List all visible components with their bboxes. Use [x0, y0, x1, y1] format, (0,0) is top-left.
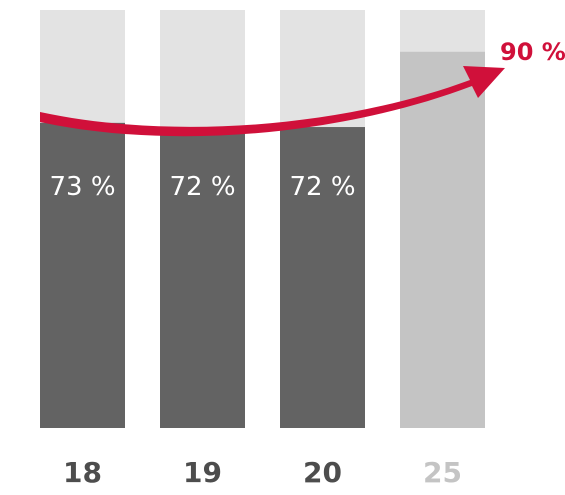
category-label-19: 19 [183, 456, 222, 489]
category-label-20: 20 [303, 456, 342, 489]
value-label-20: 72 % [289, 172, 355, 202]
category-label-18: 18 [63, 456, 102, 489]
bar-18 [40, 122, 125, 429]
trend-arrow [40, 66, 505, 137]
target-value-label: 90 % [500, 38, 565, 66]
bar-25 [400, 51, 485, 429]
category-label-layer: 18 19 20 25 [63, 456, 462, 489]
value-label-layer: 73 % 72 % 72 % [49, 172, 355, 202]
value-label-18: 73 % [49, 172, 115, 202]
value-label-19: 72 % [169, 172, 235, 202]
category-label-25: 25 [423, 456, 462, 489]
bar-19 [160, 127, 245, 428]
bar-20 [280, 127, 365, 428]
trend-arrow-group [40, 66, 505, 137]
bar-layer [40, 51, 485, 429]
